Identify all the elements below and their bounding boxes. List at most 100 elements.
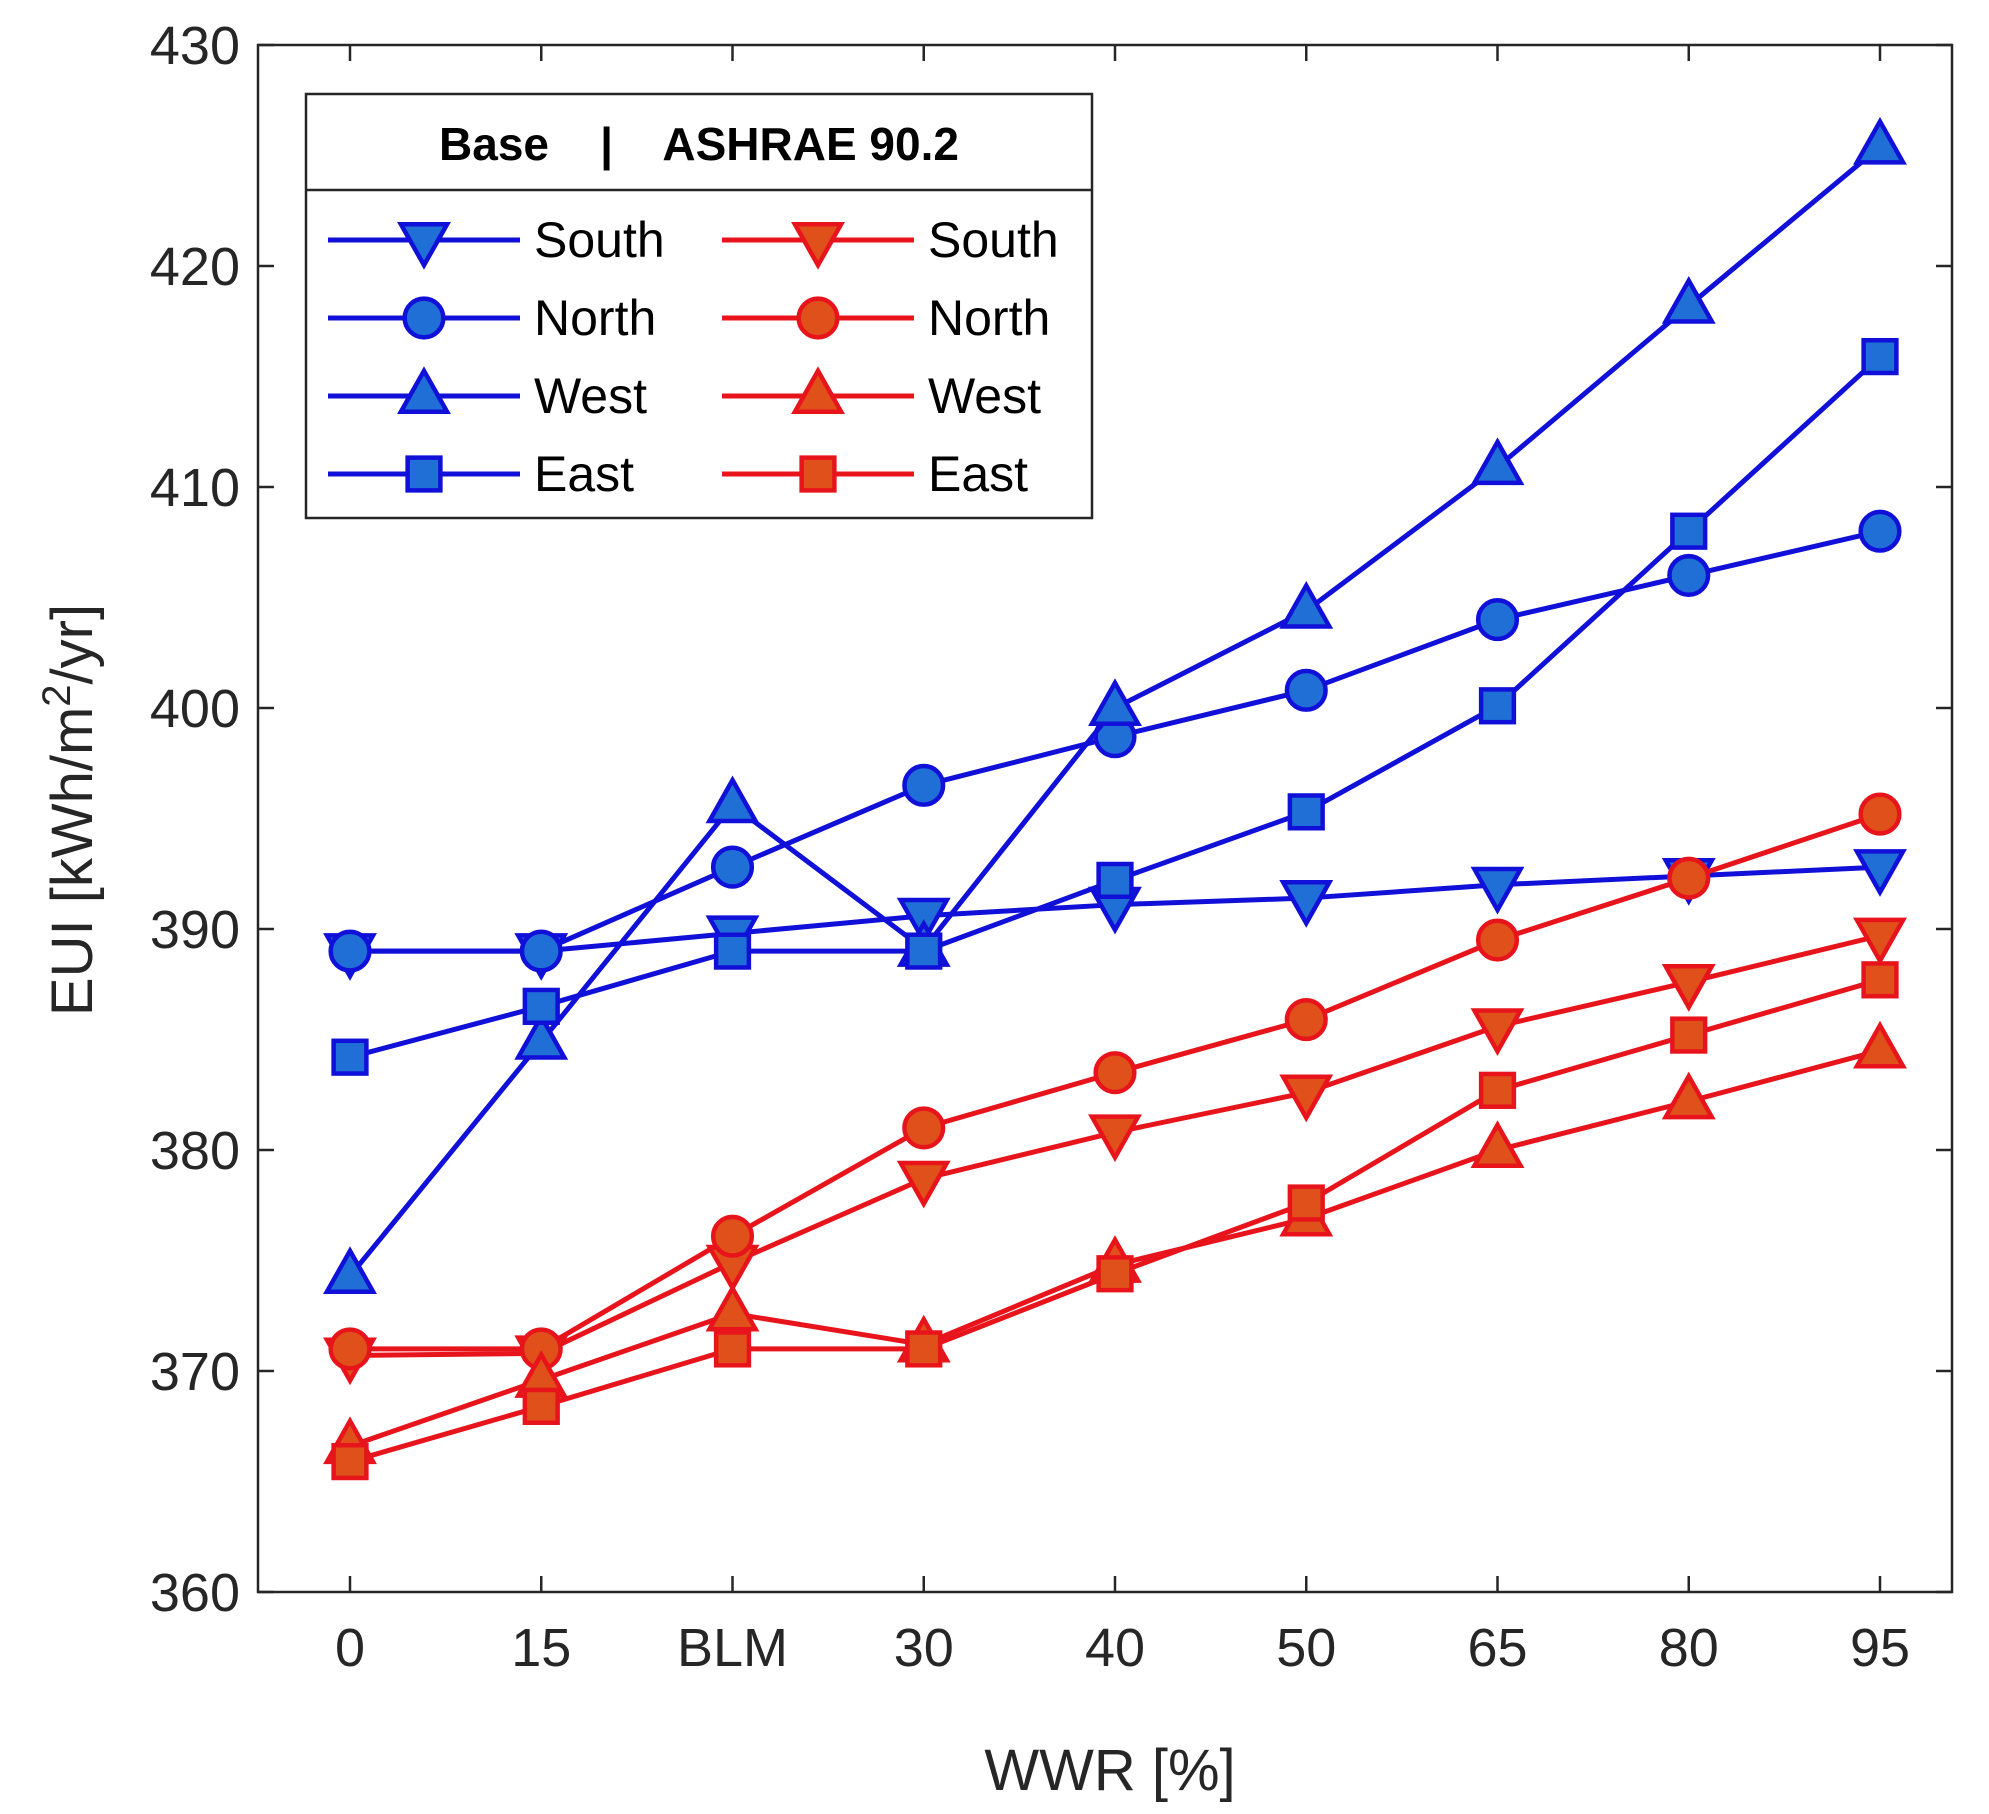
data-point — [1470, 866, 1525, 915]
legend-entry-base-west: West — [328, 366, 647, 424]
y-tick-label: 370 — [150, 1342, 240, 1402]
legend-label: East — [928, 446, 1028, 502]
legend-entry-base-east: East — [328, 446, 634, 502]
series-ashrae-90-2-east — [331, 961, 1899, 1481]
x-tick-label: 50 — [1276, 1618, 1336, 1678]
x-tick-label: 95 — [1850, 1618, 1910, 1678]
data-point — [1279, 1074, 1334, 1123]
data-point — [1861, 961, 1899, 999]
y-tick-label: 380 — [150, 1121, 240, 1181]
data-point — [1478, 1071, 1517, 1109]
data-point — [1661, 1071, 1716, 1120]
data-point — [1096, 1255, 1134, 1293]
legend-label: West — [928, 368, 1041, 424]
data-point — [1470, 1120, 1525, 1168]
y-tick-label: 410 — [150, 458, 240, 518]
y-axis-label-sup: 2 — [35, 684, 79, 706]
data-point — [710, 845, 755, 889]
data-point — [1853, 116, 1907, 165]
data-point — [1470, 437, 1525, 486]
y-axis-label-main: EUI [kWh/m — [40, 707, 105, 1016]
data-point — [522, 1387, 560, 1425]
data-point — [1858, 792, 1902, 836]
legend-label: South — [534, 212, 665, 268]
data-point — [902, 1106, 946, 1150]
data-point — [713, 1330, 752, 1368]
legend-marker — [397, 366, 451, 414]
y-tick-label: 430 — [150, 16, 240, 76]
x-tick-label: 65 — [1467, 1618, 1527, 1678]
legend-entry-base-south: South — [328, 212, 665, 270]
legend: Base | ASHRAE 90.2 South North West East Sou… — [304, 92, 1094, 520]
legend-label: North — [928, 290, 1050, 346]
data-point — [1861, 337, 1899, 376]
data-point — [323, 1246, 377, 1294]
data-point — [1284, 668, 1328, 712]
legend-marker — [402, 296, 446, 340]
data-point — [328, 1327, 372, 1371]
x-tick-label: 0 — [335, 1618, 365, 1678]
x-tick-label: 80 — [1659, 1618, 1719, 1678]
data-point — [1284, 998, 1328, 1042]
data-point — [1096, 861, 1134, 900]
data-point — [705, 1283, 760, 1332]
legend-label: North — [534, 290, 656, 346]
y-tick-label: 390 — [150, 900, 240, 960]
legend-entry-base-north: North — [328, 290, 656, 346]
data-point — [1279, 880, 1334, 928]
plot-layer — [323, 116, 1907, 1481]
series-ashrae-90-2-south — [323, 917, 1907, 1386]
data-point — [1661, 276, 1716, 324]
data-point — [1279, 580, 1334, 629]
data-point — [710, 1214, 755, 1258]
data-point — [713, 932, 752, 970]
y-tick-label: 400 — [150, 679, 240, 739]
legend-entry-ashrae-west: West — [722, 366, 1041, 424]
data-point — [1478, 687, 1517, 725]
legend-marker — [397, 222, 451, 270]
data-point — [1670, 512, 1708, 550]
data-point — [705, 775, 760, 824]
series-base-east — [331, 337, 1899, 1076]
data-point — [331, 1038, 369, 1076]
series-base-north — [328, 509, 1902, 973]
legend-label: South — [928, 212, 1059, 268]
data-point — [519, 929, 563, 973]
y-axis-label: EUI [kWh/m2/yr] — [35, 604, 105, 1016]
data-point — [1470, 1008, 1525, 1057]
x-tick-label: 40 — [1085, 1618, 1145, 1678]
data-point — [905, 1330, 943, 1368]
data-point — [328, 929, 372, 973]
legend-label: East — [534, 446, 634, 502]
axes-layer: 360 370 380 390 400 410 420 430 0 15 BLM 30 40 50 65 80… — [150, 16, 1954, 1678]
series-ashrae-90-2-north — [328, 792, 1902, 1371]
data-point — [1475, 598, 1520, 642]
data-point — [1667, 856, 1711, 900]
data-point — [1088, 1114, 1142, 1163]
data-point — [1853, 1020, 1907, 1069]
legend-title: Base | ASHRAE 90.2 — [439, 118, 959, 170]
data-point — [1475, 918, 1520, 962]
data-point — [905, 932, 943, 970]
data-point — [1088, 678, 1142, 726]
x-tick-label: 30 — [894, 1618, 954, 1678]
legend-marker — [791, 222, 845, 270]
data-point — [902, 763, 946, 807]
legend-marker — [405, 455, 443, 493]
data-point — [1287, 793, 1325, 831]
data-point — [331, 1442, 369, 1481]
series-base-west — [323, 116, 1907, 1294]
y-tick-label: 360 — [150, 1563, 240, 1623]
legend-entry-ashrae-north: North — [722, 290, 1050, 346]
plot-frame — [256, 43, 1954, 1594]
data-point — [1670, 1016, 1708, 1054]
data-point — [514, 1011, 569, 1060]
data-point — [1287, 1184, 1325, 1222]
data-point — [1853, 849, 1907, 897]
legend-marker — [799, 455, 837, 493]
data-point — [1853, 917, 1907, 966]
x-axis-label: WWR [%] — [984, 1738, 1235, 1803]
legend-label: West — [534, 368, 647, 424]
data-point — [896, 1160, 951, 1209]
